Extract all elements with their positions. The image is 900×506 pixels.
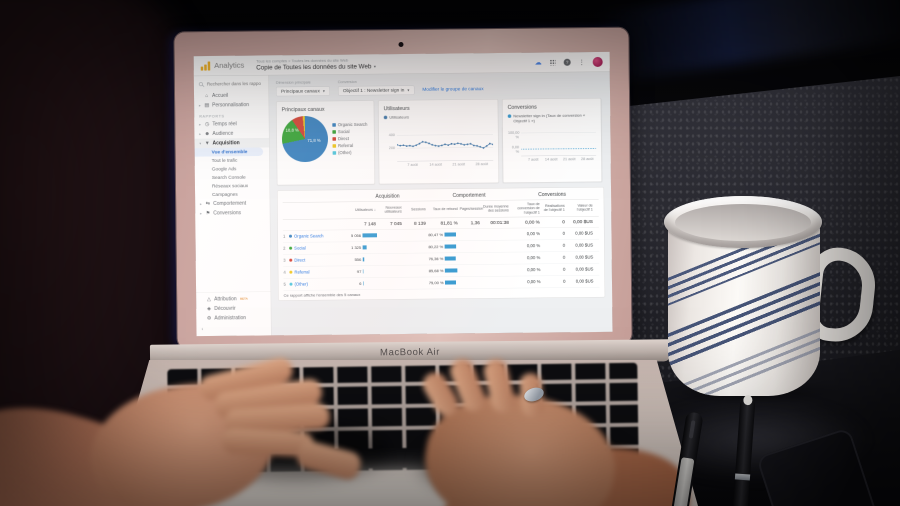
main-content: Dimension principale Principaux canaux ▾… bbox=[269, 72, 613, 336]
channel-color-dot bbox=[288, 234, 293, 238]
sidebar-footer: △ Attribution BETA ◈ Découvrir bbox=[196, 291, 272, 337]
chevron-right-icon: ▸ bbox=[200, 202, 202, 206]
chevron-right-icon: ▸ bbox=[199, 122, 201, 127]
attribution-icon: △ bbox=[206, 296, 211, 303]
channel-color-dot bbox=[289, 270, 293, 274]
pie-card-title: Principaux canaux bbox=[281, 106, 325, 113]
edit-channel-group-link[interactable]: Modifier le groupe de canaux bbox=[422, 86, 484, 93]
conversion-dropdown[interactable]: Objectif 1 : Newsletter sign in ▾ bbox=[337, 85, 415, 96]
beta-badge: BETA bbox=[240, 297, 248, 301]
sort-column-users[interactable]: Utilisateurs ↓ bbox=[355, 207, 376, 213]
users-bar bbox=[362, 245, 367, 250]
pie-legend: Organic Search Social Direct Referral (O… bbox=[332, 122, 367, 155]
realtime-icon: ◷ bbox=[204, 121, 210, 128]
bounce-bar bbox=[444, 256, 456, 261]
sort-down-icon: ↓ bbox=[373, 207, 376, 212]
channels-table: Acquisition Comportement Conversions Uti… bbox=[277, 186, 606, 301]
home-icon: ⌂ bbox=[205, 93, 209, 99]
bounce-bar bbox=[444, 232, 457, 237]
pie-slice-label: 71,8 % bbox=[307, 137, 321, 144]
users-line-chart: 400 200 bbox=[389, 121, 494, 162]
pen-clip bbox=[688, 420, 696, 439]
users-card: Utilisateurs Utilisateurs 400 200 bbox=[378, 98, 499, 185]
webcam-icon bbox=[398, 41, 404, 48]
channels-card: Principaux canaux 71,8 % 18,8 % Organic … bbox=[276, 100, 375, 186]
apps-grid-icon[interactable] bbox=[549, 58, 556, 66]
right-hand-shadow bbox=[420, 430, 630, 500]
users-card-title: Utilisateurs bbox=[383, 105, 410, 112]
conversions-card-title: Conversions bbox=[507, 104, 537, 111]
channel-link[interactable]: Organic Search bbox=[293, 233, 324, 239]
filter-bar: Dimension principale Principaux canaux ▾… bbox=[275, 77, 603, 97]
users-bar bbox=[362, 233, 378, 238]
behavior-icon: ⇆ bbox=[205, 201, 211, 207]
search-input[interactable] bbox=[205, 80, 262, 88]
legend-item: Social bbox=[332, 129, 367, 134]
discover-icon: ◈ bbox=[207, 306, 211, 312]
legend-item: (Other) bbox=[332, 150, 368, 155]
audience-icon: ☻ bbox=[204, 131, 210, 137]
channel-link[interactable]: Direct bbox=[294, 257, 306, 263]
search-icon bbox=[198, 82, 203, 87]
sidebar: ⌂ Accueil ▸ ▤ Personnalisation RAPPORTS … bbox=[193, 75, 272, 337]
dimension-label: Dimension principale bbox=[275, 79, 311, 85]
laptop-lid: Analytics Tous les comptes > Toutes les … bbox=[174, 27, 632, 349]
dimension-dropdown[interactable]: Principaux canaux ▾ bbox=[275, 86, 330, 97]
legend-item: Referral bbox=[332, 143, 368, 148]
help-icon[interactable]: ? bbox=[563, 58, 571, 66]
admin-icon: ⚙ bbox=[206, 315, 212, 322]
legend-item: Organic Search bbox=[332, 122, 367, 127]
more-vert-icon[interactable]: ⋮ bbox=[578, 58, 585, 66]
conversions-icon: ⚑ bbox=[205, 210, 211, 217]
legend-item: Direct bbox=[332, 136, 367, 141]
avatar[interactable] bbox=[592, 56, 603, 67]
pie-slice-label: 18,8 % bbox=[285, 127, 299, 133]
account-picker[interactable]: Tous les comptes > Toutes les données du… bbox=[256, 58, 376, 72]
pen-button bbox=[743, 394, 753, 406]
conversions-x-axis: 7 août 14 août 21 août 28 août bbox=[527, 156, 594, 162]
macbook-air-label: MacBook Air bbox=[379, 346, 441, 359]
laptop-screen: Analytics Tous les comptes > Toutes les … bbox=[193, 51, 613, 337]
customization-icon: ▤ bbox=[204, 102, 210, 109]
left-hand-shadow bbox=[200, 420, 390, 480]
conversions-line-chart: 100,00 % 0,00 % bbox=[508, 125, 597, 157]
chevron-down-icon: ▾ bbox=[322, 88, 325, 94]
channels-pie-chart: 71,8 % 18,8 % bbox=[281, 115, 329, 163]
channel-link[interactable]: Social bbox=[294, 245, 306, 251]
page-title: Copie de Toutes les données du site Web bbox=[256, 62, 372, 71]
bounce-bar bbox=[444, 244, 457, 249]
users-bar bbox=[362, 257, 365, 262]
insights-cloud-icon[interactable]: ☁ bbox=[534, 58, 542, 67]
acquisition-icon: ▼ bbox=[204, 140, 210, 147]
channel-color-dot bbox=[289, 282, 293, 286]
coffee-mug bbox=[660, 196, 880, 408]
brand-name: Analytics bbox=[214, 61, 245, 70]
chevron-right-icon: ▸ bbox=[198, 103, 201, 108]
conversions-legend: Newsletter sign in (Taux de conversion «… bbox=[507, 113, 596, 124]
chevron-right-icon: ▸ bbox=[199, 132, 202, 136]
analytics-app: Analytics Tous les comptes > Toutes les … bbox=[193, 51, 613, 337]
mug-interior bbox=[675, 204, 811, 241]
bounce-bar bbox=[444, 268, 458, 273]
users-x-axis: 7 août 14 août 21 août 28 août bbox=[407, 161, 489, 167]
sidebar-item-conversions[interactable]: ▸ ⚑ Conversions bbox=[200, 210, 242, 217]
bounce-bar bbox=[444, 280, 456, 285]
sidebar-collapse-button[interactable]: ‹ bbox=[201, 326, 204, 333]
chevron-down-icon: ▾ bbox=[373, 64, 376, 69]
conversion-label: Conversion bbox=[337, 79, 357, 85]
users-legend: Utilisateurs bbox=[383, 114, 493, 120]
channel-color-dot bbox=[289, 246, 293, 250]
analytics-logo-icon[interactable] bbox=[200, 61, 211, 71]
channel-color-dot bbox=[289, 258, 293, 262]
conversions-card: Conversions Newsletter sign in (Taux de … bbox=[502, 97, 602, 183]
report-search[interactable] bbox=[194, 78, 269, 91]
channel-link[interactable]: (Other) bbox=[294, 281, 308, 287]
chevron-right-icon: ▸ bbox=[200, 211, 202, 216]
channel-link[interactable]: Referral bbox=[294, 269, 310, 275]
chevron-down-icon: ▾ bbox=[199, 141, 202, 146]
pen-band bbox=[734, 473, 751, 481]
chevron-down-icon: ▾ bbox=[407, 87, 410, 93]
